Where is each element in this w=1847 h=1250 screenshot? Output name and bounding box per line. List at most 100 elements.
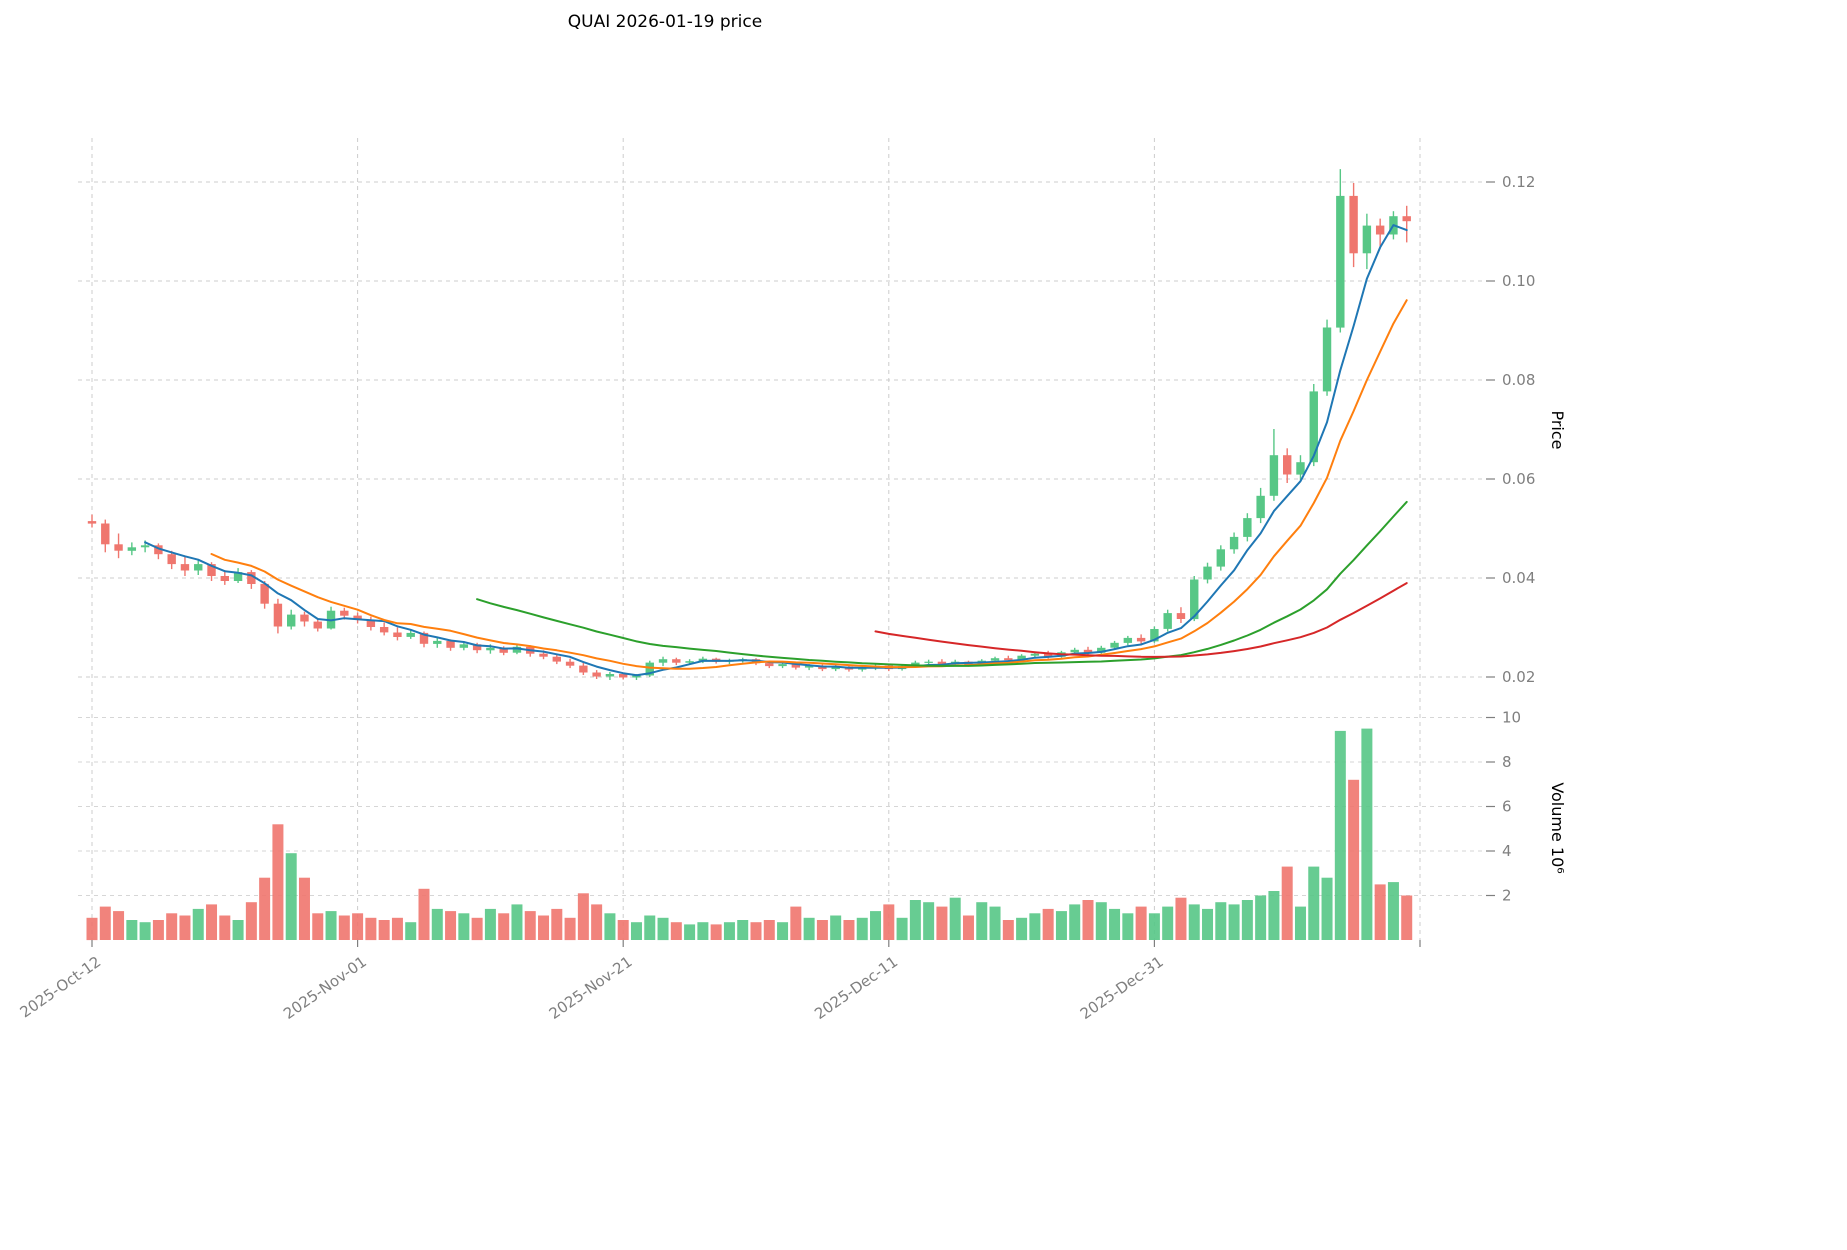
chart-title: QUAI 2026-01-19 price	[568, 12, 762, 32]
candle-body	[127, 547, 137, 551]
volume-bar	[272, 824, 284, 940]
candle-body	[393, 632, 402, 637]
volume-bar	[219, 915, 231, 940]
volume-bar	[232, 920, 244, 940]
candle-body	[804, 665, 814, 668]
date-tick-label: 2025-Nov-21	[546, 953, 636, 1023]
volume-bar	[206, 904, 218, 940]
volume-bar	[936, 906, 948, 940]
volume-tick-label: 2	[1502, 887, 1512, 905]
candle-body	[1322, 327, 1332, 392]
volume-axis-title: Volume 10⁶	[1548, 782, 1567, 873]
volume-bar	[763, 920, 775, 940]
volume-bar	[431, 908, 443, 940]
volume-bar	[737, 920, 749, 940]
volume-bar	[391, 917, 403, 941]
candle-body	[911, 662, 920, 667]
volume-bar	[843, 920, 855, 940]
volume-bar	[591, 904, 603, 940]
volume-bar	[166, 913, 178, 940]
candle-body	[1283, 455, 1292, 475]
candle-body	[1176, 613, 1186, 619]
candle-body	[1375, 225, 1385, 235]
candle-body	[1243, 518, 1252, 537]
volume-bar	[471, 917, 483, 941]
candle-body	[287, 614, 296, 627]
volume-bar	[1228, 904, 1240, 940]
volume-bar	[192, 908, 204, 940]
volume-bar	[790, 906, 802, 940]
candle-body	[645, 662, 654, 676]
volume-bar	[538, 915, 550, 940]
candle-body	[433, 640, 442, 644]
volume-bar	[1002, 920, 1014, 940]
volume-bar	[511, 904, 523, 940]
candle-body	[512, 646, 522, 653]
volume-bar	[710, 924, 722, 940]
volume-bar	[856, 917, 868, 941]
volume-bar	[830, 915, 842, 940]
volume-bars-layer	[86, 728, 1413, 941]
date-tick-label: 2025-Dec-31	[1077, 953, 1167, 1023]
candle-body	[924, 661, 933, 663]
volume-tick-label: 10	[1502, 709, 1521, 727]
ma-10-line	[210, 299, 1408, 670]
volume-bar	[1361, 728, 1373, 940]
candle-body	[1110, 642, 1119, 648]
volume-bar	[630, 922, 642, 940]
candle-body	[340, 610, 349, 616]
candle-body	[685, 661, 694, 663]
price-tick-label: 0.02	[1502, 668, 1535, 686]
candle-body	[565, 661, 575, 666]
volume-bar	[896, 917, 908, 941]
candle-body	[446, 640, 455, 648]
candle-body	[990, 658, 1000, 661]
candle-body	[765, 663, 774, 667]
candle-body	[592, 672, 601, 677]
candle-body	[207, 564, 216, 576]
volume-bar	[1294, 906, 1306, 940]
candle-body	[1256, 495, 1265, 519]
volume-bar	[1069, 904, 1081, 940]
volume-bar	[1082, 900, 1094, 940]
candle-body	[1136, 637, 1146, 642]
volume-bar	[458, 913, 470, 940]
volume-bar	[697, 922, 709, 940]
volume-bar	[1042, 908, 1054, 940]
ma-5-line	[144, 224, 1408, 677]
volume-bar	[298, 877, 310, 940]
volume-bar	[657, 917, 669, 941]
candle-body	[1030, 653, 1040, 656]
candle-body	[1070, 649, 1079, 653]
candle-body	[260, 583, 269, 604]
price-tick-label: 0.06	[1502, 470, 1535, 488]
volume-bar	[152, 920, 164, 940]
volume-bar	[365, 917, 377, 941]
volume-bar	[976, 902, 988, 940]
volume-bar	[352, 913, 364, 940]
candle-body	[154, 545, 163, 555]
candle-body	[114, 544, 123, 551]
volume-bar	[445, 911, 457, 940]
price-tick-label: 0.12	[1502, 173, 1535, 191]
volume-bar	[577, 893, 589, 940]
candle-body	[167, 554, 176, 565]
volume-bar	[684, 924, 696, 940]
volume-bar	[803, 917, 815, 941]
candle-body	[791, 664, 801, 668]
volume-bar	[1016, 917, 1028, 941]
volume-bar	[1281, 866, 1293, 940]
volume-bar	[1387, 882, 1399, 940]
price-tick-label: 0.08	[1502, 371, 1535, 389]
candle-body	[1083, 649, 1093, 653]
volume-bar	[1348, 779, 1360, 940]
candle-body	[194, 564, 203, 571]
candle-body	[1163, 613, 1172, 629]
volume-bar	[325, 911, 337, 940]
candle-body	[1004, 658, 1013, 661]
volume-bar	[1268, 891, 1280, 940]
candle-body	[1229, 536, 1239, 550]
candle-body	[1017, 655, 1026, 661]
